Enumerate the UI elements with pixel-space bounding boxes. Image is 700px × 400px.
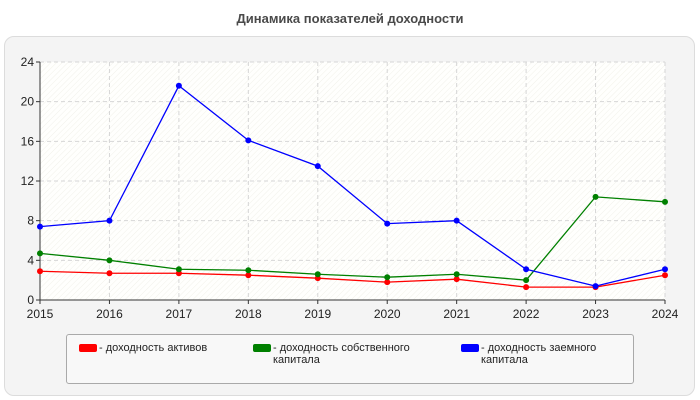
x-tick-label: 2023 [582, 307, 609, 321]
series-line-1 [39, 196, 666, 281]
x-tick-label: 2019 [304, 307, 331, 321]
y-tick-label: 24 [21, 55, 35, 69]
data-point [384, 279, 391, 286]
grid-layer [40, 61, 666, 300]
legend-swatch-equity [253, 344, 271, 352]
data-point [453, 271, 460, 278]
data-point [592, 193, 599, 200]
y-tick-label: 12 [21, 174, 35, 188]
data-point [245, 137, 252, 144]
chart-title: Динамика показателей доходности [236, 11, 464, 26]
data-point [245, 267, 252, 274]
data-point [314, 163, 321, 170]
data-point [37, 223, 43, 230]
data-point [37, 250, 43, 257]
x-tick-label: 2021 [443, 307, 470, 321]
x-tick-label: 2020 [374, 307, 401, 321]
x-tick-label: 2016 [96, 307, 123, 321]
axis-layer [36, 61, 666, 304]
legend-swatch-assets [79, 344, 97, 352]
data-point [523, 284, 530, 291]
legend-label-borrowed: - доходность заемного капитала [481, 342, 597, 366]
data-point [592, 283, 599, 290]
y-tick-label: 20 [21, 95, 35, 109]
y-tick-label: 8 [27, 214, 34, 228]
legend: - доходность активов - доходность собств… [66, 334, 634, 384]
data-point [453, 217, 460, 224]
legend-label-assets: - доходность активов [99, 342, 208, 354]
data-point [175, 266, 182, 273]
x-tick-label: 2022 [513, 307, 540, 321]
legend-swatch-borrowed [461, 344, 479, 352]
data-point [106, 257, 113, 264]
legend-label-equity: - доходность собственного капитала [273, 342, 410, 366]
data-point [523, 277, 530, 284]
data-point [37, 268, 43, 275]
data-point [245, 272, 252, 279]
data-point [662, 266, 668, 273]
series-line-2 [39, 84, 666, 287]
series-layer [37, 82, 668, 291]
data-point [175, 82, 182, 89]
data-point [106, 270, 113, 277]
data-point [453, 276, 460, 283]
data-point [662, 272, 668, 279]
x-tick-label: 2018 [235, 307, 262, 321]
x-tick-label: 2017 [166, 307, 193, 321]
series-line-0 [39, 270, 666, 288]
data-point [106, 217, 113, 224]
x-tick-label: 2024 [652, 307, 679, 321]
y-tick-label: 0 [27, 293, 34, 307]
y-tick-label: 16 [21, 134, 35, 148]
data-point [523, 266, 530, 273]
data-point [662, 198, 668, 205]
data-point [384, 220, 391, 227]
data-point [384, 274, 391, 281]
x-tick-label: 2015 [27, 307, 54, 321]
data-point [314, 271, 321, 278]
y-tick-label: 4 [27, 253, 34, 267]
